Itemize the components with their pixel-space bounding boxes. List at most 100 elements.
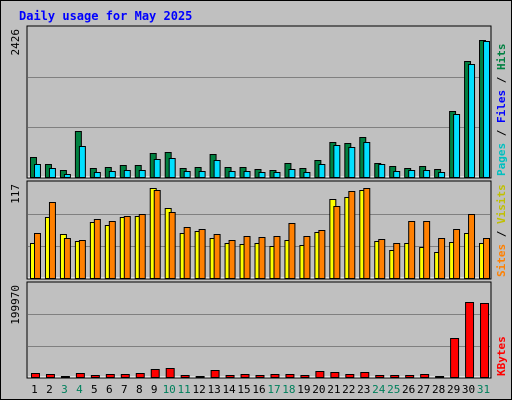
bar-kbytes-day-18 — [285, 374, 295, 378]
x-tick-day-14: 14 — [222, 383, 236, 396]
bar-files-day-2 — [48, 168, 56, 178]
y-max-label: 117 — [9, 184, 22, 204]
bar-sites-day-12 — [198, 229, 206, 279]
bar-kbytes-day-16 — [255, 375, 265, 378]
bar-files-day-31 — [483, 41, 490, 178]
x-tick-day-19: 19 — [297, 383, 310, 396]
bar-sites-day-28 — [438, 238, 446, 279]
bar-files-day-17 — [273, 172, 281, 178]
bar-sites-day-5 — [93, 219, 101, 279]
legend-item-sites: Sites — [495, 244, 508, 277]
bar-sites-day-9 — [153, 190, 161, 279]
plot-area — [26, 25, 492, 179]
bar-files-day-12 — [198, 171, 206, 178]
legend-item-files: Files — [495, 90, 508, 123]
bar-files-day-23 — [363, 142, 371, 178]
x-tick-day-9: 9 — [151, 383, 158, 396]
bar-sites-day-29 — [453, 229, 461, 279]
bar-sites-day-24 — [378, 239, 386, 279]
x-tick-day-21: 21 — [327, 383, 340, 396]
bar-kbytes-day-30 — [465, 302, 475, 378]
legend-sites-visits: Sites / Visits — [495, 184, 508, 277]
x-tick-day-5: 5 — [91, 383, 98, 396]
x-tick-day-18: 18 — [282, 383, 295, 396]
x-tick-day-11: 11 — [178, 383, 191, 396]
bar-files-day-3 — [63, 174, 71, 178]
bar-files-day-4 — [78, 146, 86, 178]
bar-sites-day-7 — [123, 216, 131, 279]
bar-sites-day-16 — [258, 237, 266, 279]
legend-separator: / — [495, 123, 508, 143]
bar-sites-day-23 — [363, 188, 371, 279]
bar-files-day-14 — [228, 171, 236, 178]
bar-sites-day-25 — [393, 243, 401, 279]
legend-item-visits: Visits — [495, 184, 508, 224]
legend-separator: / — [495, 70, 508, 90]
bar-files-day-30 — [468, 64, 476, 178]
bar-sites-day-14 — [228, 240, 236, 279]
bar-kbytes-day-25 — [390, 375, 400, 378]
x-tick-day-22: 22 — [342, 383, 355, 396]
chart-panels: 2426 Pages / Files / Hits 117 Sites / Visit… — [9, 25, 508, 379]
bar-sites-day-4 — [78, 240, 86, 279]
bar-kbytes-day-2 — [45, 374, 55, 378]
y-max-label: 199970 — [9, 285, 22, 325]
x-tick-day-29: 29 — [447, 383, 460, 396]
x-tick-day-28: 28 — [432, 383, 445, 396]
bar-kbytes-day-21 — [330, 372, 340, 378]
bar-files-day-18 — [288, 169, 296, 178]
x-axis-labels: 1 2 3 4 5 6 7 8 9 10 11 12 13 14 15 16 17 18 19 20 21 22 23 24 2… — [31, 383, 490, 396]
bar-kbytes-day-24 — [375, 375, 385, 378]
bar-kbytes-day-4 — [75, 373, 85, 378]
bar-files-day-7 — [123, 170, 131, 178]
x-tick-day-24: 24 — [372, 383, 386, 396]
legend-hits-files-pages: Pages / Files / Hits — [495, 44, 508, 177]
x-tick-day-8: 8 — [136, 383, 143, 396]
x-tick-day-20: 20 — [312, 383, 325, 396]
bar-kbytes-day-17 — [270, 374, 280, 378]
bar-sites-day-21 — [333, 206, 341, 279]
bar-sites-day-15 — [243, 236, 251, 279]
x-tick-day-7: 7 — [121, 383, 128, 396]
bar-files-day-28 — [438, 172, 446, 178]
bar-sites-day-8 — [138, 214, 146, 279]
bar-kbytes-day-23 — [360, 372, 370, 378]
panel-kbytes: 199970 KBytes — [9, 281, 508, 379]
bar-files-day-1 — [34, 164, 41, 178]
bar-sites-day-1 — [34, 233, 41, 279]
bar-kbytes-day-12 — [195, 376, 205, 378]
x-tick-day-16: 16 — [252, 383, 265, 396]
x-tick-day-25: 25 — [387, 383, 400, 396]
bar-kbytes-day-31 — [480, 303, 489, 378]
x-tick-day-2: 2 — [46, 383, 53, 396]
bar-files-day-24 — [378, 164, 386, 178]
bar-kbytes-day-1 — [31, 373, 40, 378]
bar-kbytes-day-28 — [435, 376, 445, 378]
bar-kbytes-day-19 — [300, 375, 310, 378]
bar-sites-day-27 — [423, 221, 431, 279]
bar-kbytes-day-13 — [210, 370, 220, 378]
panel-sites-visits: 117 Sites / Visits — [9, 180, 508, 280]
legend-item-kbytes: KBytes — [495, 336, 508, 376]
legend-kbytes: KBytes — [495, 336, 508, 376]
bar-sites-day-13 — [213, 234, 221, 279]
bar-kbytes-day-27 — [420, 374, 430, 378]
bar-files-day-11 — [183, 171, 191, 178]
x-tick-day-23: 23 — [357, 383, 370, 396]
x-tick-day-13: 13 — [207, 383, 220, 396]
x-tick-day-15: 15 — [237, 383, 250, 396]
bar-kbytes-day-29 — [450, 338, 460, 378]
bar-kbytes-day-10 — [165, 368, 175, 378]
bar-files-day-20 — [318, 164, 326, 178]
bar-sites-day-17 — [273, 236, 281, 279]
bar-files-day-26 — [408, 170, 416, 178]
bar-files-day-29 — [453, 114, 461, 178]
bar-kbytes-day-22 — [345, 374, 355, 378]
bar-kbytes-day-7 — [120, 374, 130, 378]
x-tick-day-6: 6 — [106, 383, 113, 396]
bar-sites-day-10 — [168, 212, 176, 279]
legend-item-pages: Pages — [495, 143, 508, 176]
bar-files-day-25 — [393, 171, 401, 178]
bar-sites-day-31 — [483, 238, 490, 279]
